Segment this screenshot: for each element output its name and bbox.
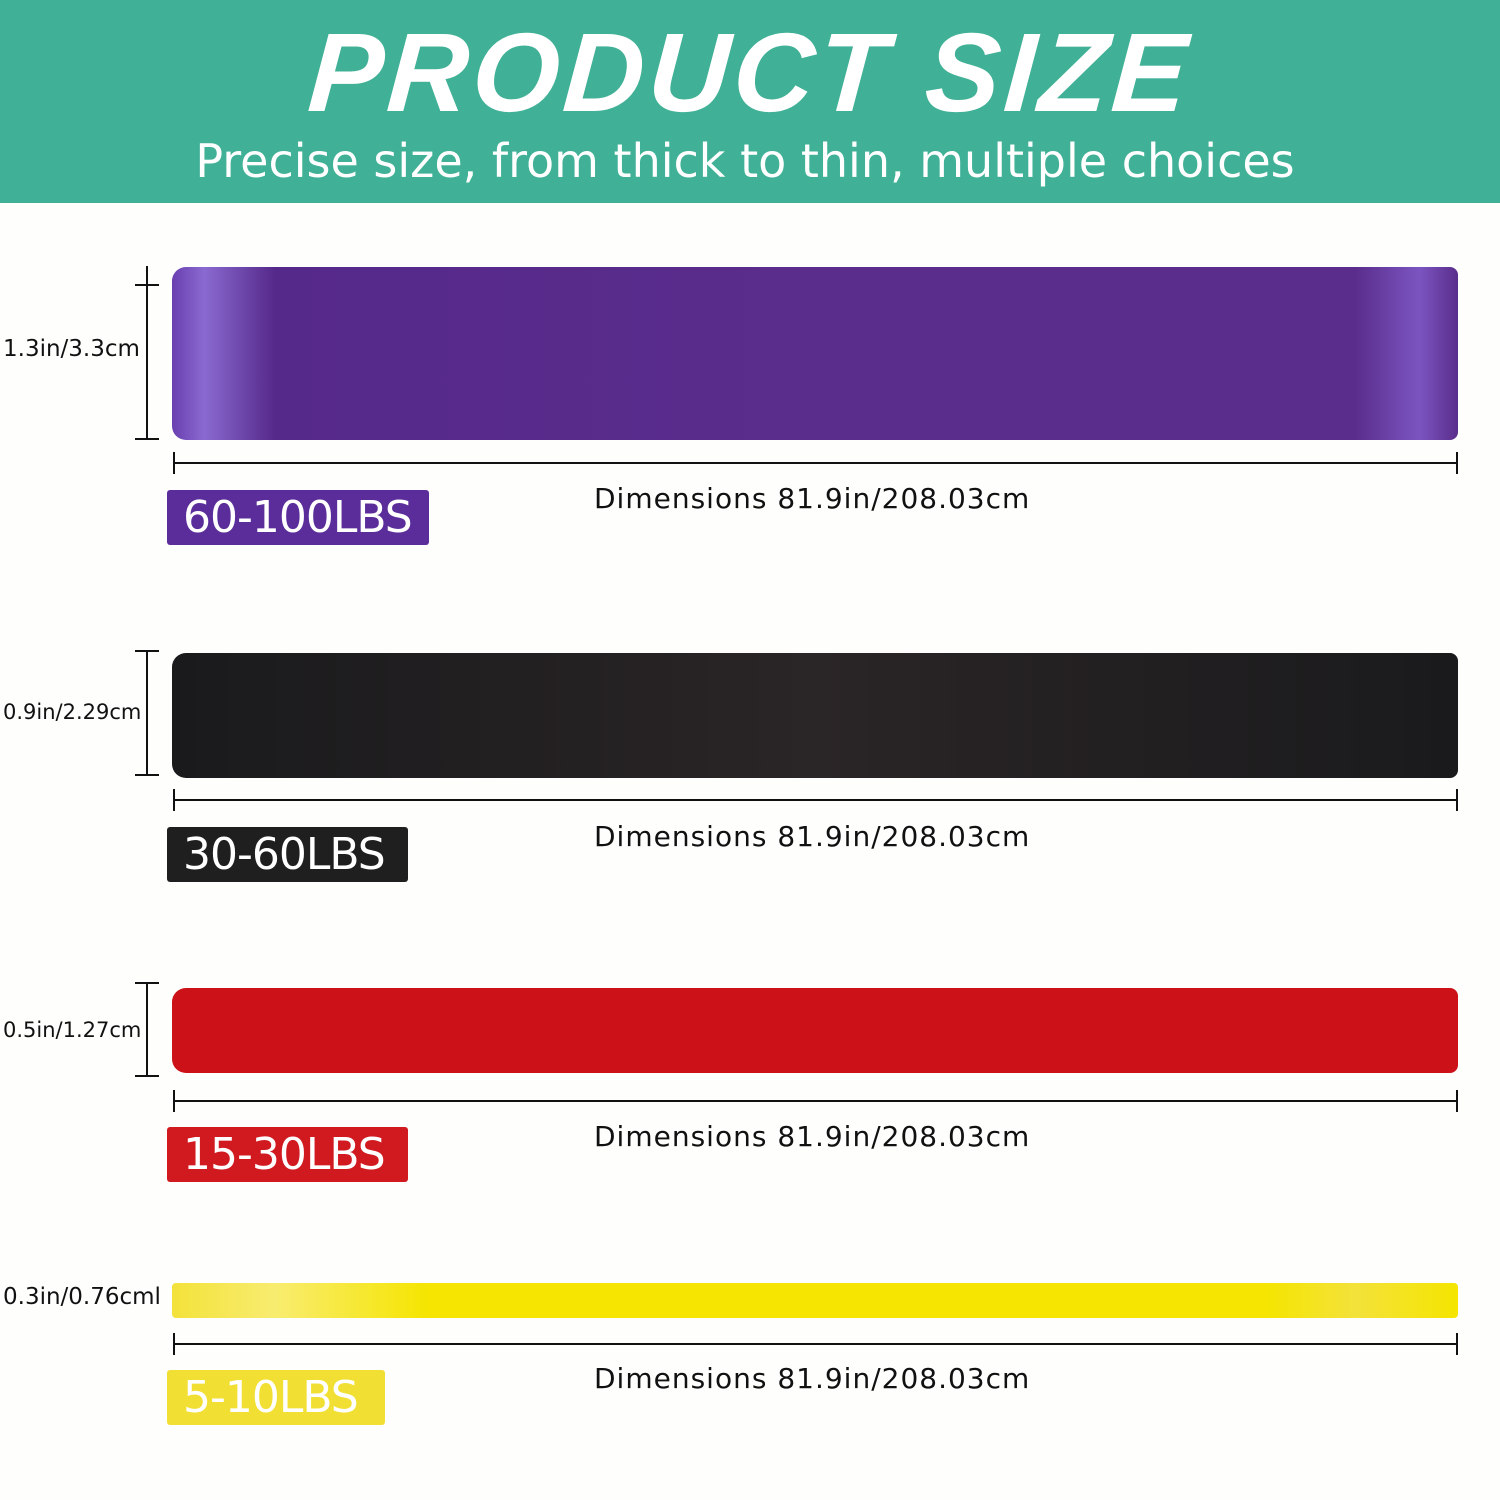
thickness-measure-cap: [135, 1075, 159, 1077]
dimensions-label: Dimensions 81.9in/208.03cm: [594, 482, 1031, 515]
length-measure-cap: [1456, 789, 1458, 811]
band-yellow: [172, 1283, 1458, 1318]
length-measure-line: [174, 462, 1458, 464]
length-measure-cap: [1456, 1090, 1458, 1112]
thickness-label: 1.3in/3.3cm: [3, 336, 140, 362]
band-black: [172, 653, 1458, 778]
dimensions-label: Dimensions 81.9in/208.03cm: [594, 1362, 1031, 1395]
page-title: PRODUCT SIZE: [304, 10, 1196, 135]
length-measure-line: [174, 1100, 1458, 1102]
thickness-label: 0.3in/0.76cml: [3, 1284, 161, 1310]
thickness-measure-line: [146, 650, 148, 776]
length-measure-cap: [173, 452, 175, 474]
page-subtitle: Precise size, from thick to thin, multip…: [195, 134, 1295, 188]
length-measure-cap: [173, 789, 175, 811]
length-measure-cap: [1456, 1333, 1458, 1355]
band-red: [172, 988, 1458, 1073]
resistance-badge: 60-100LBS: [167, 490, 429, 545]
thickness-measure-line: [146, 266, 148, 440]
thickness-measure-cap: [135, 284, 159, 286]
dimensions-label: Dimensions 81.9in/208.03cm: [594, 1120, 1031, 1153]
length-measure-cap: [173, 1333, 175, 1355]
length-measure-cap: [1456, 452, 1458, 474]
length-measure-cap: [173, 1090, 175, 1112]
resistance-badge: 5-10LBS: [167, 1370, 385, 1425]
thickness-measure-cap: [135, 982, 159, 984]
thickness-measure-line: [146, 982, 148, 1077]
dimensions-label: Dimensions 81.9in/208.03cm: [594, 820, 1031, 853]
length-measure-line: [174, 799, 1458, 801]
length-measure-line: [174, 1343, 1458, 1345]
header-banner: PRODUCT SIZE Precise size, from thick to…: [0, 0, 1500, 203]
thickness-label: 0.9in/2.29cm: [3, 700, 142, 724]
band-purple: [172, 267, 1458, 440]
thickness-measure-cap: [135, 774, 159, 776]
thickness-measure-cap: [135, 650, 159, 652]
thickness-measure-cap: [135, 438, 159, 440]
resistance-badge: 15-30LBS: [167, 1127, 408, 1182]
thickness-label: 0.5in/1.27cm: [3, 1018, 142, 1042]
resistance-badge: 30-60LBS: [167, 827, 408, 882]
